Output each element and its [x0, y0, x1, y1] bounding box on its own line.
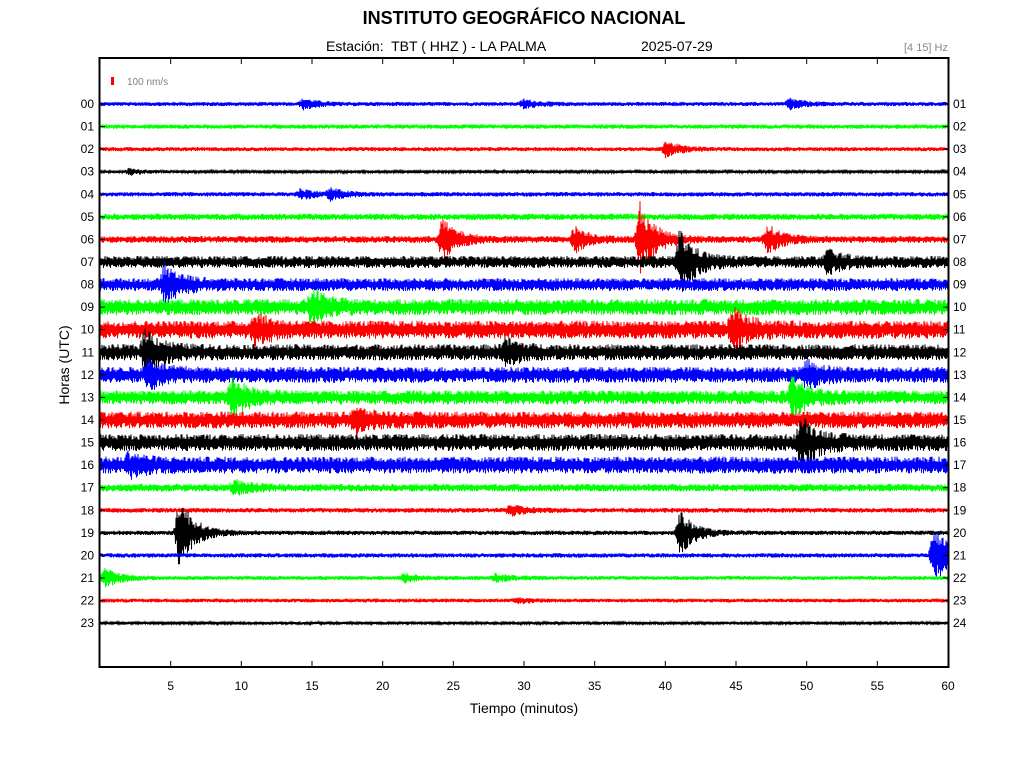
y-tick-label-left-06: 06 [81, 232, 95, 246]
trace-hour-20 [99, 531, 949, 578]
y-tick-label-left-15: 15 [81, 436, 95, 450]
y-tick-label-left-21: 21 [81, 571, 95, 585]
x-tick-label-30: 30 [517, 679, 531, 693]
y-tick-label-right-05: 05 [953, 187, 967, 201]
trace-group [99, 97, 949, 627]
y-tick-label-right-18: 18 [953, 481, 967, 495]
y-tick-label-right-03: 03 [953, 142, 967, 156]
frequency-band-label: [4 15] Hz [903, 42, 948, 54]
trace-hour-03 [99, 167, 949, 176]
trace-hour-15 [99, 418, 949, 471]
y-tick-label-right-12: 12 [953, 345, 967, 359]
y-tick-label-right-13: 13 [953, 368, 967, 382]
y-tick-label-left-01: 01 [81, 120, 95, 134]
y-tick-label-left-12: 12 [81, 368, 95, 382]
scale-bar [111, 77, 114, 85]
trace-hour-07 [99, 230, 949, 292]
x-tick-label-40: 40 [659, 679, 673, 693]
trace-hour-14 [99, 407, 949, 436]
y-tick-label-left-08: 08 [81, 278, 95, 292]
trace-hour-19 [99, 507, 949, 565]
plot-frame [98, 57, 950, 668]
trace-hour-09 [99, 289, 949, 328]
y-tick-label-right-19: 19 [953, 503, 967, 517]
y-tick-label-right-21: 21 [953, 548, 967, 562]
y-tick-label-right-09: 09 [953, 278, 967, 292]
x-tick-label-55: 55 [871, 679, 885, 693]
x-tick-label-50: 50 [800, 679, 814, 693]
station-label: Estación: TBT ( HHZ ) - LA PALMA [326, 38, 547, 54]
y-tick-label-left-13: 13 [81, 390, 95, 404]
trace-hour-23 [99, 619, 949, 627]
y-tick-label-left-02: 02 [81, 142, 95, 156]
scale-label: 100 nm/s [127, 77, 168, 88]
trace-hour-22 [99, 597, 949, 605]
y-tick-label-right-04: 04 [953, 165, 967, 179]
y-tick-label-right-07: 07 [953, 232, 967, 246]
chart-title: INSTITUTO GEOGRÁFICO NACIONAL [362, 8, 686, 28]
y-tick-label-right-17: 17 [953, 458, 967, 472]
y-tick-label-right-02: 02 [953, 120, 967, 134]
trace-hour-21 [99, 567, 949, 588]
trace-hour-01 [99, 123, 949, 130]
y-tick-label-left-20: 20 [81, 548, 95, 562]
y-tick-label-left-16: 16 [81, 458, 95, 472]
y-tick-label-right-24: 24 [953, 616, 967, 630]
y-tick-label-left-07: 07 [81, 255, 95, 269]
y-tick-label-right-22: 22 [953, 571, 967, 585]
date-label: 2025-07-29 [641, 38, 713, 54]
y-tick-label-right-16: 16 [953, 436, 967, 450]
y-tick-label-left-10: 10 [81, 323, 95, 337]
y-tick-label-left-04: 04 [81, 187, 95, 201]
y-tick-label-right-15: 15 [953, 413, 967, 427]
y-tick-label-right-06: 06 [953, 210, 967, 224]
trace-hour-16 [99, 450, 949, 480]
y-tick-label-right-10: 10 [953, 300, 967, 314]
y-tick-label-right-01: 01 [953, 97, 967, 111]
y-tick-label-left-05: 05 [81, 210, 95, 224]
y-tick-label-left-18: 18 [81, 503, 95, 517]
y-tick-label-right-08: 08 [953, 255, 967, 269]
tick-group: 00 01 02 03 04 05 06 07 08 09 10 11 12 13 14 15 16 17 18 19… [81, 58, 967, 693]
y-tick-label-left-03: 03 [81, 165, 95, 179]
trace-hour-17 [99, 479, 949, 496]
trace-hour-10 [99, 306, 949, 354]
trace-hour-00 [99, 97, 949, 111]
trace-hour-12 [99, 358, 949, 390]
x-tick-label-20: 20 [376, 679, 390, 693]
x-tick-label-5: 5 [167, 679, 174, 693]
x-tick-label-10: 10 [235, 679, 249, 693]
y-tick-label-right-23: 23 [953, 594, 967, 608]
y-tick-label-left-09: 09 [81, 300, 95, 314]
y-tick-label-left-19: 19 [81, 526, 95, 540]
trace-hour-13 [99, 376, 949, 421]
trace-hour-11 [99, 328, 949, 379]
y-tick-label-left-17: 17 [81, 481, 95, 495]
x-tick-label-60: 60 [941, 679, 955, 693]
y-tick-label-left-22: 22 [81, 594, 95, 608]
trace-hour-05 [99, 213, 949, 221]
trace-hour-06 [99, 201, 949, 274]
y-tick-label-right-14: 14 [953, 390, 967, 404]
y-tick-label-left-00: 00 [81, 97, 95, 111]
y-tick-label-right-11: 11 [953, 323, 966, 337]
trace-hour-18 [99, 505, 949, 517]
y-tick-label-left-11: 11 [82, 345, 95, 359]
y-tick-label-left-23: 23 [81, 616, 95, 630]
x-tick-label-45: 45 [729, 679, 743, 693]
x-tick-label-15: 15 [305, 679, 319, 693]
trace-hour-04 [99, 187, 949, 202]
trace-hour-08 [99, 261, 949, 309]
y-tick-label-left-14: 14 [81, 413, 95, 427]
trace-hour-02 [99, 141, 949, 159]
x-tick-label-25: 25 [447, 679, 461, 693]
x-axis-label: Tiempo (minutos) [469, 700, 579, 716]
y-tick-label-right-20: 20 [953, 526, 967, 540]
x-tick-label-35: 35 [588, 679, 602, 693]
